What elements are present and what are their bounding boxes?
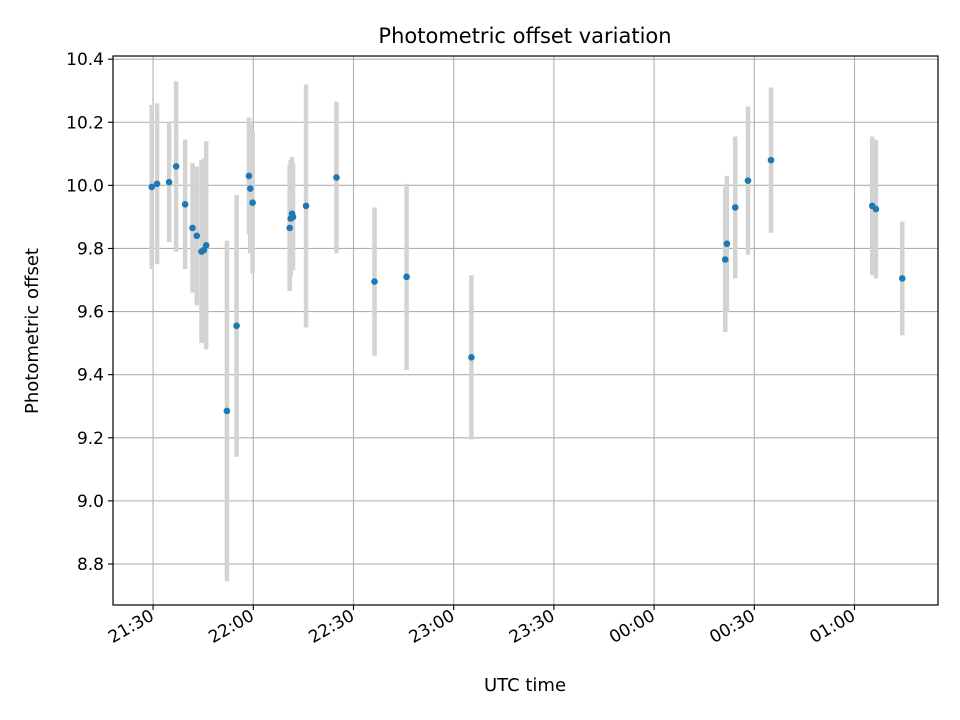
- y-axis-label: Photometric offset: [22, 248, 43, 414]
- data-point: [165, 178, 173, 186]
- data-point: [286, 224, 293, 232]
- data-point: [233, 322, 240, 330]
- data-point: [172, 163, 180, 170]
- data-point: [302, 202, 310, 210]
- y-tick-label: 9.4: [77, 366, 104, 386]
- y-tick-label: 9.0: [77, 492, 104, 512]
- data-point: [223, 407, 231, 415]
- data-point: [193, 232, 201, 240]
- data-point: [153, 180, 161, 188]
- data-point: [898, 275, 906, 282]
- y-tick-label: 9.6: [77, 303, 104, 323]
- data-point: [189, 224, 196, 232]
- data-point: [202, 242, 210, 249]
- data-point: [721, 256, 729, 263]
- y-tick-label: 8.8: [77, 555, 104, 575]
- data-point: [767, 156, 775, 164]
- plot-frame: [112, 55, 939, 606]
- y-tick-label: 10.4: [66, 50, 104, 70]
- y-tick-label: 10.0: [66, 176, 104, 196]
- data-point: [249, 199, 256, 207]
- data-point: [289, 213, 297, 221]
- data-point: [246, 185, 254, 192]
- grid-lines: [113, 56, 938, 605]
- data-point: [333, 174, 340, 181]
- y-axis-ticks: 8.8 9.0 9.2 9.4 9.6 9.8 10.0 10.2 10.4: [66, 50, 113, 575]
- data-point: [744, 177, 752, 184]
- data-points: [148, 156, 906, 415]
- data-point: [731, 204, 739, 211]
- data-point: [872, 205, 880, 213]
- data-point: [403, 273, 410, 281]
- data-point: [468, 354, 475, 361]
- chart-title: Photometric offset variation: [378, 24, 671, 48]
- y-tick-label: 9.8: [77, 239, 104, 259]
- data-point: [371, 278, 378, 285]
- data-point: [181, 200, 189, 208]
- data-point: [245, 172, 253, 180]
- x-axis-label: UTC time: [484, 675, 566, 696]
- y-tick-label: 10.2: [66, 113, 104, 133]
- data-point: [723, 240, 731, 248]
- y-tick-label: 9.2: [77, 429, 104, 449]
- data-point: [148, 183, 156, 191]
